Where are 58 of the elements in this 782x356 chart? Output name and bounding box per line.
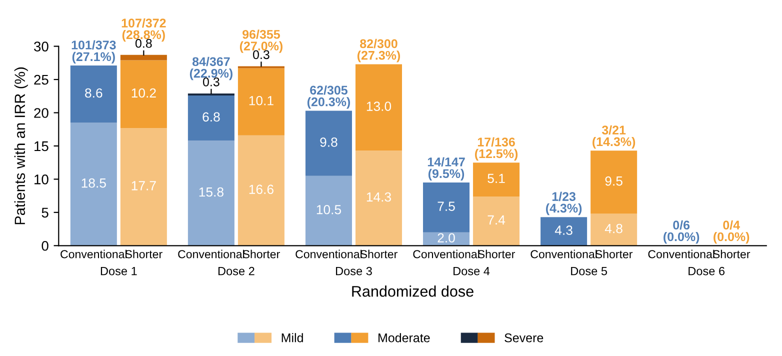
- data-label: 10.1: [249, 96, 274, 106]
- text: Dose 2: [218, 266, 254, 276]
- data-label: 16.6: [249, 184, 274, 194]
- x-tick-label: Shorter: [360, 250, 398, 258]
- legend-label: Moderate: [378, 333, 430, 342]
- total-label: 82/300 (27.3%): [357, 38, 400, 62]
- data-label: 7.5: [438, 202, 455, 211]
- data-label: 5.1: [488, 174, 505, 184]
- y-tick-label: 0: [42, 240, 48, 251]
- x-tick-label: Conventional: [413, 250, 480, 258]
- data-label: 2.0: [438, 233, 455, 243]
- x-tick-label: Shorter: [712, 250, 750, 258]
- y-tick-label: 5: [42, 208, 48, 218]
- text: Dose 4: [454, 267, 490, 276]
- x-axis-title: Randomized dose: [352, 286, 474, 297]
- y-tick-label: 20: [34, 108, 48, 118]
- data-label: 8.6: [85, 88, 102, 98]
- x-tick-label: Shorter: [242, 250, 280, 258]
- total-label: 62/305 (20.3%): [307, 85, 350, 109]
- text: Dose 1: [100, 267, 137, 276]
- text: Dose 3: [336, 266, 372, 276]
- data-label: 15.8: [199, 187, 224, 197]
- total-label: 17/136 (12.5%): [475, 137, 518, 161]
- data-label: 17.7: [132, 181, 156, 190]
- data-label: 13.0: [366, 102, 392, 111]
- total-label: 3/21 (14.3%): [592, 125, 636, 149]
- total-label: 0/6 (0.0%): [664, 220, 700, 244]
- x-tick-label: Conventional: [296, 250, 362, 258]
- text: Dose 6: [688, 266, 725, 276]
- total-label: 1/23 (4.3%): [546, 192, 582, 216]
- y-tick-label: 15: [34, 141, 48, 152]
- x-tick-label: Shorter: [478, 250, 515, 258]
- data-label: 10.5: [316, 204, 342, 214]
- legend-label: Mild: [282, 333, 303, 342]
- data-label: 4.8: [604, 224, 622, 234]
- total-label: 14/147 (9.5%): [428, 157, 465, 181]
- x-tick-label: Conventional: [530, 250, 597, 258]
- y-tick-label: 10: [34, 174, 48, 184]
- y-tick-label: 30: [34, 42, 48, 52]
- data-label: 9.5: [605, 176, 622, 186]
- data-label: 6.8: [202, 112, 220, 122]
- data-label: 10.2: [132, 88, 156, 98]
- x-tick-label: Conventional: [648, 250, 714, 258]
- x-tick-label: Conventional: [60, 250, 127, 258]
- data-label: 4.3: [554, 226, 572, 235]
- legend-label: Severe: [504, 333, 544, 342]
- x-tick-label: Conventional: [178, 250, 244, 258]
- total-label: 0/4 (0.0%): [714, 220, 750, 244]
- y-tick-label: 25: [34, 74, 48, 85]
- x-tick-label: Shorter: [125, 250, 162, 258]
- data-label: 14.3: [366, 192, 392, 202]
- data-label: 9.8: [320, 138, 338, 147]
- y-axis-title: Patients with an IRR (%): [14, 67, 28, 224]
- text: Dose 5: [571, 267, 608, 276]
- data-label: 7.4: [488, 215, 506, 224]
- total-label: 101/373 (27.1%): [72, 40, 116, 64]
- data-label: 18.5: [82, 178, 106, 188]
- x-tick-label: Shorter: [595, 250, 633, 258]
